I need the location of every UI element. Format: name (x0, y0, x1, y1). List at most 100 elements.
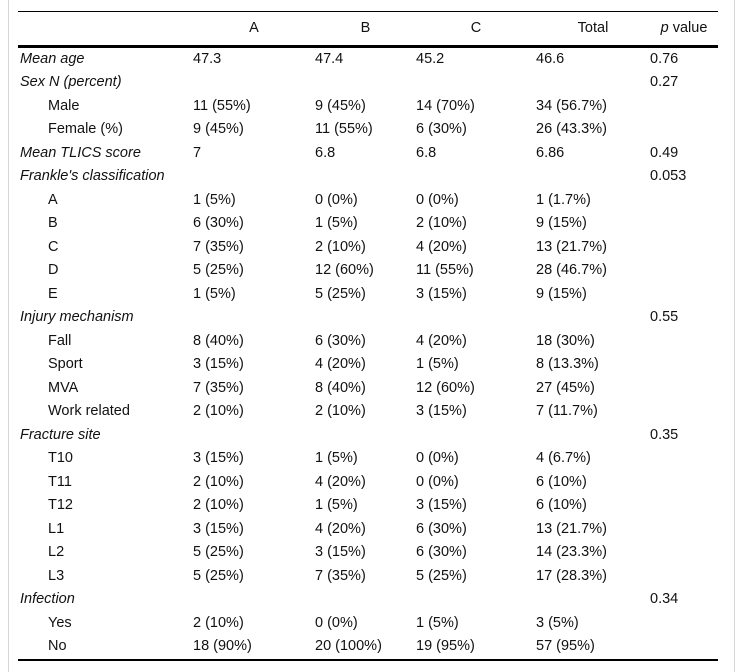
table-row: Male 11 (55%) 9 (45%) 14 (70%) 34 (56.7%) (18, 95, 718, 119)
table-row: D 5 (25%) 12 (60%) 11 (55%) 28 (46.7%) (18, 260, 718, 284)
cell: 0.27 (650, 74, 679, 91)
row-label: L1 (48, 520, 65, 537)
row-label: Fracture site (20, 426, 101, 443)
cell (416, 166, 536, 190)
cell (416, 424, 536, 448)
cell: 7 (35%) (315, 567, 366, 584)
row-label: Injury mechanism (20, 309, 134, 326)
row-label: Female (%) (48, 121, 123, 138)
cell: 47.4 (315, 50, 344, 67)
cell (536, 72, 650, 96)
row-label: T12 (48, 497, 73, 514)
table-row: Mean age 47.3 47.4 45.2 46.6 0.76 (18, 47, 718, 72)
row-label: Mean TLICS score (20, 144, 141, 161)
cell: 6.8 (416, 144, 437, 161)
table-row: E 1 (5%) 5 (25%) 3 (15%) 9 (15%) (18, 283, 718, 307)
cell: 1 (1.7%) (536, 191, 591, 208)
cell: 18 (30%) (536, 332, 595, 349)
row-label: D (48, 262, 59, 279)
table-row: C 7 (35%) 2 (10%) 4 (20%) 13 (21.7%) (18, 236, 718, 260)
cell: 3 (15%) (416, 285, 467, 302)
cell: 0.49 (650, 144, 679, 161)
cell: 9 (45%) (193, 121, 244, 138)
cell (650, 448, 718, 472)
cell: 1 (5%) (193, 285, 236, 302)
comparison-table: A B C Total p value Mean age 47.3 47.4 45.2… (18, 11, 718, 661)
cell: 2 (10%) (315, 403, 366, 420)
cell (650, 236, 718, 260)
cell: 4 (20%) (315, 520, 366, 537)
cell: 12 (60%) (315, 262, 374, 279)
cell: 4 (20%) (315, 356, 366, 373)
row-label: T11 (48, 473, 72, 490)
table-row: MVA 7 (35%) 8 (40%) 12 (60%) 27 (45%) (18, 377, 718, 401)
cell: 1 (5%) (416, 614, 459, 631)
cell: 4 (6.7%) (536, 450, 591, 467)
cell (650, 542, 718, 566)
cell: 12 (60%) (416, 379, 475, 396)
cell: 13 (21.7%) (536, 238, 607, 255)
row-label: L2 (48, 544, 65, 561)
table-row: Sport 3 (15%) 4 (20%) 1 (5%) 8 (13.3%) (18, 354, 718, 378)
cell: 7 (35%) (193, 379, 244, 396)
row-label: Yes (48, 614, 72, 631)
cell (650, 377, 718, 401)
cell (650, 495, 718, 519)
row-label: E (48, 285, 58, 302)
cell (650, 95, 718, 119)
cell: 9 (15%) (536, 215, 587, 232)
cell: 28 (46.7%) (536, 262, 607, 279)
column-header-total: Total (536, 11, 650, 48)
table-row: Female (%) 9 (45%) 11 (55%) 6 (30%) 26 (43.3… (18, 119, 718, 143)
cell: 0.76 (650, 50, 679, 67)
cell (650, 635, 718, 661)
cell (650, 119, 718, 143)
cell: 0 (0%) (416, 191, 459, 208)
cell: 6 (30%) (193, 215, 244, 232)
cell: 6 (30%) (416, 544, 467, 561)
cell: 14 (23.3%) (536, 544, 607, 561)
cell: 5 (25%) (193, 567, 244, 584)
cell (315, 166, 416, 190)
cell: 6 (10%) (536, 497, 587, 514)
row-label: Sex N (percent) (20, 74, 122, 91)
cell: 13 (21.7%) (536, 520, 607, 537)
cell: 19 (95%) (416, 635, 536, 661)
cell: 47.3 (193, 50, 222, 67)
cell: 7 (11.7%) (536, 403, 598, 420)
cell: 46.6 (536, 50, 565, 67)
p-value-rest: value (672, 19, 708, 36)
row-label: C (48, 238, 59, 255)
cell: 34 (56.7%) (536, 97, 607, 114)
cell: 26 (43.3%) (536, 121, 607, 138)
cell: 2 (10%) (315, 238, 366, 255)
cell (193, 72, 315, 96)
cell: 2 (10%) (193, 614, 244, 631)
p-italic: p (660, 19, 669, 36)
row-label: Mean age (20, 50, 85, 67)
cell: 0.35 (650, 426, 679, 443)
cell (416, 307, 536, 331)
cell (650, 354, 718, 378)
cell (416, 589, 536, 613)
cell (650, 260, 718, 284)
cell: 1 (5%) (193, 191, 236, 208)
cell: 3 (15%) (193, 450, 244, 467)
row-label: Work related (48, 403, 130, 420)
cell: 5 (25%) (193, 544, 244, 561)
row-label: A (48, 191, 58, 208)
cell: 0.34 (650, 591, 679, 608)
cell: 7 (35%) (193, 238, 244, 255)
cell: 45.2 (416, 50, 445, 67)
cell: 57 (95%) (536, 635, 650, 661)
row-label: Frankle's classification (20, 168, 165, 185)
cell (193, 589, 315, 613)
header-row: A B C Total p value (18, 11, 718, 48)
row-label: Fall (48, 332, 72, 349)
cell: 3 (15%) (193, 356, 244, 373)
row-label: L3 (48, 567, 65, 584)
cell: 4 (20%) (416, 238, 467, 255)
cell: 1 (5%) (315, 497, 358, 514)
cell (193, 424, 315, 448)
